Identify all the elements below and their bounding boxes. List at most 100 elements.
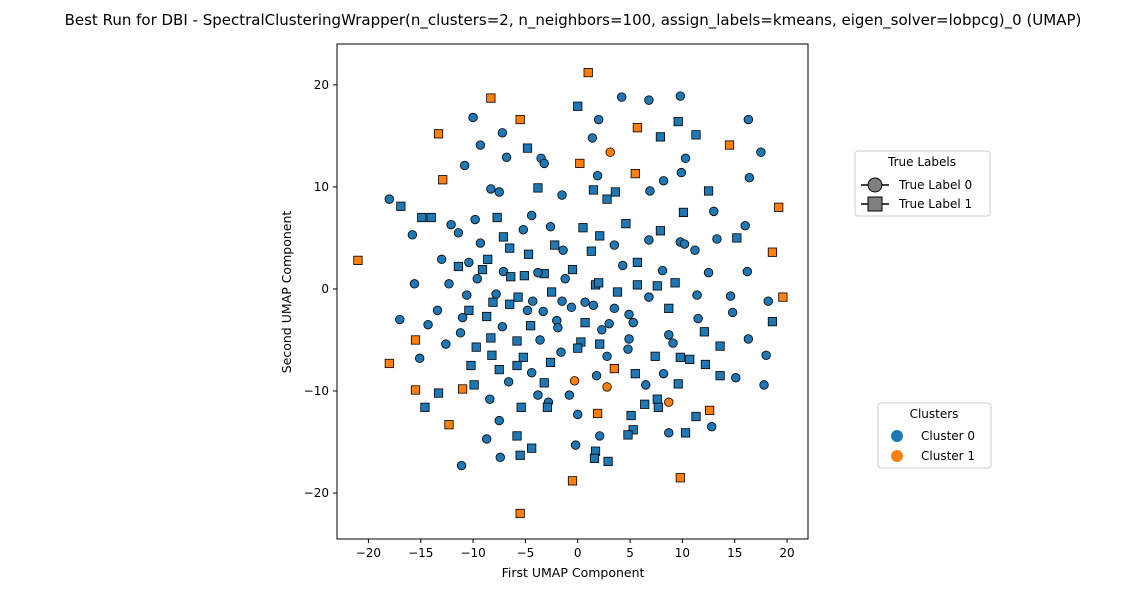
point-cluster-0-circle bbox=[470, 214, 480, 225]
point-cluster-0-circle bbox=[486, 184, 496, 194]
point-cluster-0-square bbox=[632, 257, 642, 268]
point-cluster-0-circle bbox=[618, 260, 628, 271]
point-cluster-0-circle bbox=[522, 305, 533, 316]
point-cluster-0-circle bbox=[557, 190, 567, 200]
point-cluster-0-circle bbox=[453, 228, 464, 238]
point-cluster-0-circle bbox=[455, 328, 466, 338]
point-cluster-0-square bbox=[653, 402, 663, 412]
point-cluster-0-square bbox=[567, 264, 578, 275]
point-cluster-0-square bbox=[513, 292, 523, 302]
point-cluster-0-circle bbox=[497, 322, 508, 332]
point-cluster-0-square bbox=[602, 194, 612, 204]
point-cluster-0-square bbox=[673, 379, 683, 389]
point-cluster-0-circle bbox=[592, 170, 603, 181]
point-cluster-0-square bbox=[498, 232, 509, 242]
point-cluster-0-square bbox=[655, 226, 666, 236]
point-cluster-0-square bbox=[519, 271, 529, 281]
point-cluster-0-circle bbox=[526, 367, 537, 378]
point-cluster-0-circle bbox=[658, 176, 669, 186]
point-cluster-0-circle bbox=[657, 265, 668, 276]
point-cluster-1-circle bbox=[602, 382, 612, 392]
point-cluster-0-circle bbox=[692, 290, 702, 300]
point-cluster-0-square bbox=[512, 336, 522, 346]
point-cluster-0-square bbox=[691, 130, 701, 140]
point-cluster-0-square bbox=[488, 297, 498, 307]
y-tick-label: −10 bbox=[304, 384, 329, 398]
point-cluster-0-circle bbox=[436, 254, 447, 265]
point-cluster-0-square bbox=[623, 430, 633, 440]
true-labels-legend-title: True Labels bbox=[887, 155, 956, 169]
point-cluster-1-square bbox=[457, 384, 468, 394]
point-cluster-0-circle bbox=[395, 314, 405, 325]
point-cluster-0-square bbox=[573, 101, 583, 111]
point-cluster-0-circle bbox=[485, 394, 495, 404]
point-cluster-1-square bbox=[410, 335, 421, 345]
point-cluster-1-circle bbox=[664, 397, 674, 407]
point-cluster-0-circle bbox=[539, 158, 549, 169]
point-cluster-0-circle bbox=[459, 160, 470, 171]
point-cluster-0-square bbox=[673, 116, 683, 127]
point-cluster-0-square bbox=[512, 431, 522, 441]
point-cluster-0-circle bbox=[759, 380, 769, 390]
point-cluster-0-circle bbox=[703, 267, 714, 278]
point-cluster-0-circle bbox=[690, 245, 700, 255]
point-cluster-0-circle bbox=[444, 279, 454, 289]
point-cluster-0-circle bbox=[761, 350, 771, 360]
point-cluster-0-circle bbox=[597, 325, 607, 335]
y-axis-label: Second UMAP Component bbox=[279, 211, 294, 374]
point-cluster-0-square bbox=[522, 143, 533, 153]
point-cluster-0-square bbox=[640, 399, 650, 409]
point-cluster-0-square bbox=[578, 223, 588, 233]
point-cluster-0-circle bbox=[740, 220, 750, 231]
point-cluster-0-square bbox=[526, 321, 536, 331]
point-cluster-0-square bbox=[542, 402, 552, 412]
x-tick-label: 5 bbox=[626, 546, 634, 560]
point-cluster-0-square bbox=[527, 443, 537, 453]
point-cluster-0-square bbox=[573, 343, 583, 353]
point-cluster-0-square bbox=[433, 388, 444, 398]
point-cluster-0-circle bbox=[712, 234, 722, 244]
point-cluster-1-square bbox=[486, 93, 496, 103]
point-cluster-1-square bbox=[353, 255, 363, 265]
legend-label-cluster-0: Cluster 0 bbox=[921, 429, 975, 443]
point-cluster-0-square bbox=[715, 371, 725, 381]
point-cluster-0-circle bbox=[725, 291, 736, 301]
point-cluster-0-circle bbox=[616, 92, 627, 102]
point-cluster-0-circle bbox=[518, 225, 529, 235]
point-cluster-0-square bbox=[595, 231, 605, 241]
point-cluster-0-circle bbox=[462, 290, 472, 300]
point-cluster-0-square bbox=[483, 254, 493, 264]
x-tick-label: −20 bbox=[356, 546, 381, 560]
point-cluster-0-square bbox=[516, 402, 526, 412]
point-cluster-0-square bbox=[512, 360, 522, 371]
point-cluster-0-circle bbox=[494, 187, 504, 197]
point-cluster-0-circle bbox=[593, 114, 604, 125]
point-cluster-0-circle bbox=[624, 334, 634, 344]
x-tick-label: 10 bbox=[675, 546, 690, 560]
point-cluster-0-circle bbox=[497, 128, 508, 138]
point-cluster-1-square bbox=[438, 175, 448, 185]
point-cluster-1-square bbox=[567, 476, 578, 486]
point-cluster-0-square bbox=[453, 261, 464, 272]
point-cluster-0-square bbox=[680, 428, 691, 438]
point-cluster-0-square bbox=[580, 318, 590, 328]
point-cluster-0-circle bbox=[464, 257, 474, 268]
point-cluster-0-square bbox=[685, 354, 695, 364]
point-cluster-1-square bbox=[433, 129, 444, 139]
point-cluster-1-square bbox=[778, 292, 788, 302]
point-cluster-0-circle bbox=[446, 219, 456, 230]
x-tick-label: 0 bbox=[574, 546, 582, 560]
point-cluster-0-square bbox=[464, 305, 474, 315]
point-cluster-0-square bbox=[487, 350, 497, 360]
y-tick-label: 20 bbox=[314, 78, 329, 92]
point-cluster-0-circle bbox=[693, 313, 703, 324]
point-cluster-1-square bbox=[724, 140, 735, 150]
x-tick-label: 20 bbox=[779, 546, 794, 560]
point-cluster-0-circle bbox=[641, 380, 651, 390]
point-cluster-0-square bbox=[630, 369, 640, 379]
point-cluster-0-circle bbox=[679, 239, 690, 249]
point-cluster-0-square bbox=[664, 303, 674, 313]
point-cluster-1-circle bbox=[569, 376, 580, 386]
point-cluster-0-square bbox=[545, 357, 556, 368]
